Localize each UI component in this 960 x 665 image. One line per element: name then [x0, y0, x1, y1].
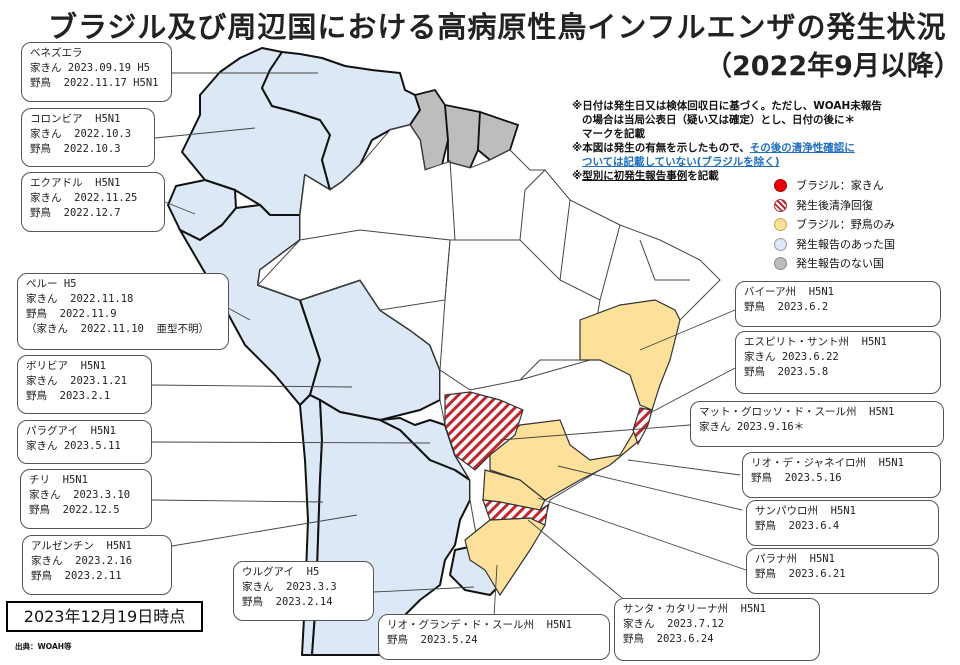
callout-bolivia: ボリビア H5N1 家きん 2023.1.21 野鳥 2023.2.1	[17, 355, 152, 414]
yellow-circle-icon	[774, 218, 787, 232]
legend-item-no-report-country: 発生報告のない国	[774, 254, 895, 274]
page-title: ブラジル及び周辺国における高病原性鳥インフルエンザの発生状況	[48, 10, 947, 44]
legend-item-reported-country: 発生報告のあった国	[774, 235, 895, 255]
note-first-report: ※型別に初発生報告事例を記載	[572, 170, 719, 182]
note-clean-status-link-cont[interactable]: ついては記載していない(ブラジルを除く)	[582, 156, 780, 168]
map-legend: ブラジル：家きん 発生後清浄回復 ブラジル：野鳥のみ 発生報告のあった国 発生報…	[774, 176, 895, 274]
legend-item-brazil-wild-birds: ブラジル：野鳥のみ	[774, 215, 895, 235]
legend-item-brazil-poultry: ブラジル：家きん	[774, 176, 895, 196]
callout-argentina: アルゼンチン H5N1 家きん 2023.2.16 野鳥 2023.2.11	[22, 535, 172, 595]
notes-block: ※日付は発生日又は検体回収日に基づく。ただし、WOAH未報告 の場合は当局公表日…	[572, 99, 882, 183]
red-circle-icon	[774, 179, 787, 193]
callout-espirito-santo: エスピリト・サント州 H5N1 家きん 2023.6.22 野鳥 2023.5.8	[735, 331, 941, 394]
recovered-states	[444, 391, 653, 526]
wild-bird-states	[464, 299, 681, 597]
note-date-basis-cont: の場合は当局公表日（疑い又は確定）とし、日付の後に＊	[582, 114, 855, 126]
callout-chile: チリ H5N1 家きん 2023.3.10 野鳥 2022.12.5	[20, 469, 152, 529]
callout-venezuela: ベネズエラ 家きん 2023.09.19 H5 野鳥 2022.11.17 H5N1	[21, 42, 172, 102]
callout-parana: パラナ州 H5N1 野鳥 2023.6.21	[746, 548, 939, 594]
callout-leader-lines	[151, 72, 747, 618]
callout-uruguay: ウルグアイ H5 家きん 2023.3.3 野鳥 2023.2.14	[233, 561, 374, 621]
callout-rio-grande-do-sul: リオ・グランデ・ド・スール州 H5N1 野鳥 2023.5.24	[378, 614, 610, 660]
note-presence: ※本図は発生の有無を示したもので、その後の清浄性確認に	[572, 142, 855, 154]
note-clean-status-link[interactable]: その後の清浄性確認に	[749, 142, 855, 154]
no-report-countries	[408, 88, 520, 172]
callout-ecuador: エクアドル H5N1 家きん 2022.11.25 野鳥 2022.12.7	[21, 172, 165, 232]
hatched-circle-icon	[774, 198, 787, 212]
callout-mato-grosso-do-sul: マット・グロッソ・ド・スール州 H5N1 家きん 2023.9.16＊	[690, 401, 944, 447]
note-date-basis: ※日付は発生日又は検体回収日に基づく。ただし、WOAH未報告	[572, 100, 882, 112]
page-subtitle: （2022年9月以降）	[705, 51, 960, 82]
callout-bahia: バイーア州 H5N1 野鳥 2023.6.2	[735, 281, 941, 327]
callout-santa-catarina: サンタ・カタリーナ州 H5N1 家きん 2023.7.12 野鳥 2023.6.24	[614, 598, 820, 661]
callout-colombia: コロンビア H5N1 家きん 2022.10.3 野鳥 2022.10.3	[21, 108, 155, 167]
callout-peru: ペルー H5 家きん 2022.11.18 野鳥 2022.11.9 （家きん 202…	[17, 273, 229, 350]
source-credit: 出典：WOAH等	[15, 642, 72, 651]
note-date-basis-cont2: マークを記載	[582, 128, 645, 140]
light-blue-circle-icon	[774, 237, 787, 251]
callout-sao-paulo: サンパウロ州 H5N1 野鳥 2023.6.4	[746, 500, 939, 546]
callout-rio-de-janeiro: リオ・デ・ジャネイロ州 H5N1 野鳥 2023.5.16	[742, 452, 941, 498]
gray-circle-icon	[774, 257, 787, 271]
as-of-date: 2023年12月19日時点	[6, 601, 203, 632]
callout-paraguay: パラグアイ H5N1 家きん 2023.5.11	[17, 420, 152, 464]
legend-item-recovered: 発生後清浄回復	[774, 196, 895, 216]
